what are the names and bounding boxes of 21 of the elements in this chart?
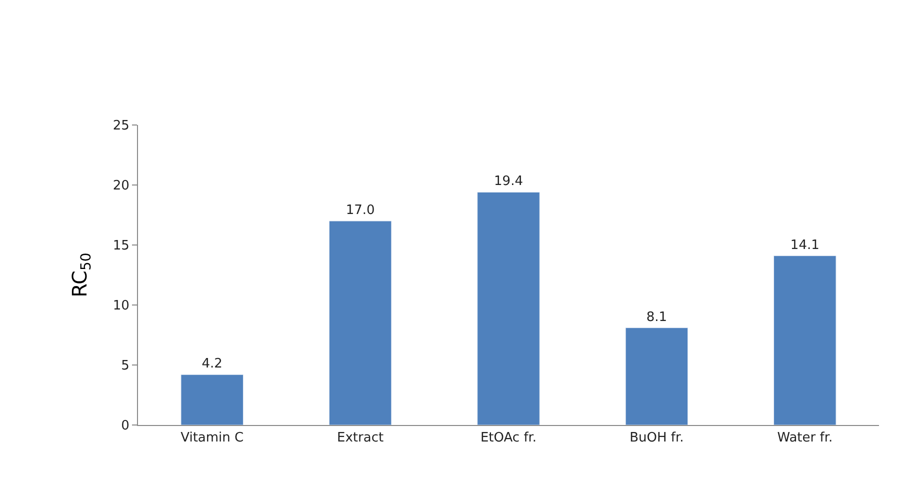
data-label: 8.1 xyxy=(646,310,668,325)
bar xyxy=(625,328,688,425)
bar xyxy=(180,374,244,425)
x-tick-label: Water fr. xyxy=(777,430,833,446)
y-tick-label: 15 xyxy=(112,238,130,254)
y-tick-label: 25 xyxy=(112,118,130,134)
bar xyxy=(328,220,392,425)
y-tick-label: 0 xyxy=(121,418,130,434)
data-label: 17.0 xyxy=(346,203,375,218)
data-label: 4.2 xyxy=(202,356,222,372)
x-tick-label: Extract xyxy=(337,430,384,446)
data-label: 14.1 xyxy=(790,238,820,253)
data-label: 19.4 xyxy=(494,174,523,190)
bar xyxy=(774,256,836,425)
bar xyxy=(477,192,540,425)
y-tick-label: 10 xyxy=(112,298,130,314)
x-tick-label: BuOH fr. xyxy=(630,430,684,446)
y-tick-label: 20 xyxy=(112,178,130,194)
x-tick-label: Vitamin C xyxy=(180,430,244,446)
x-tick-label: EtOAc fr. xyxy=(480,430,537,446)
y-tick-label: 5 xyxy=(121,358,130,374)
